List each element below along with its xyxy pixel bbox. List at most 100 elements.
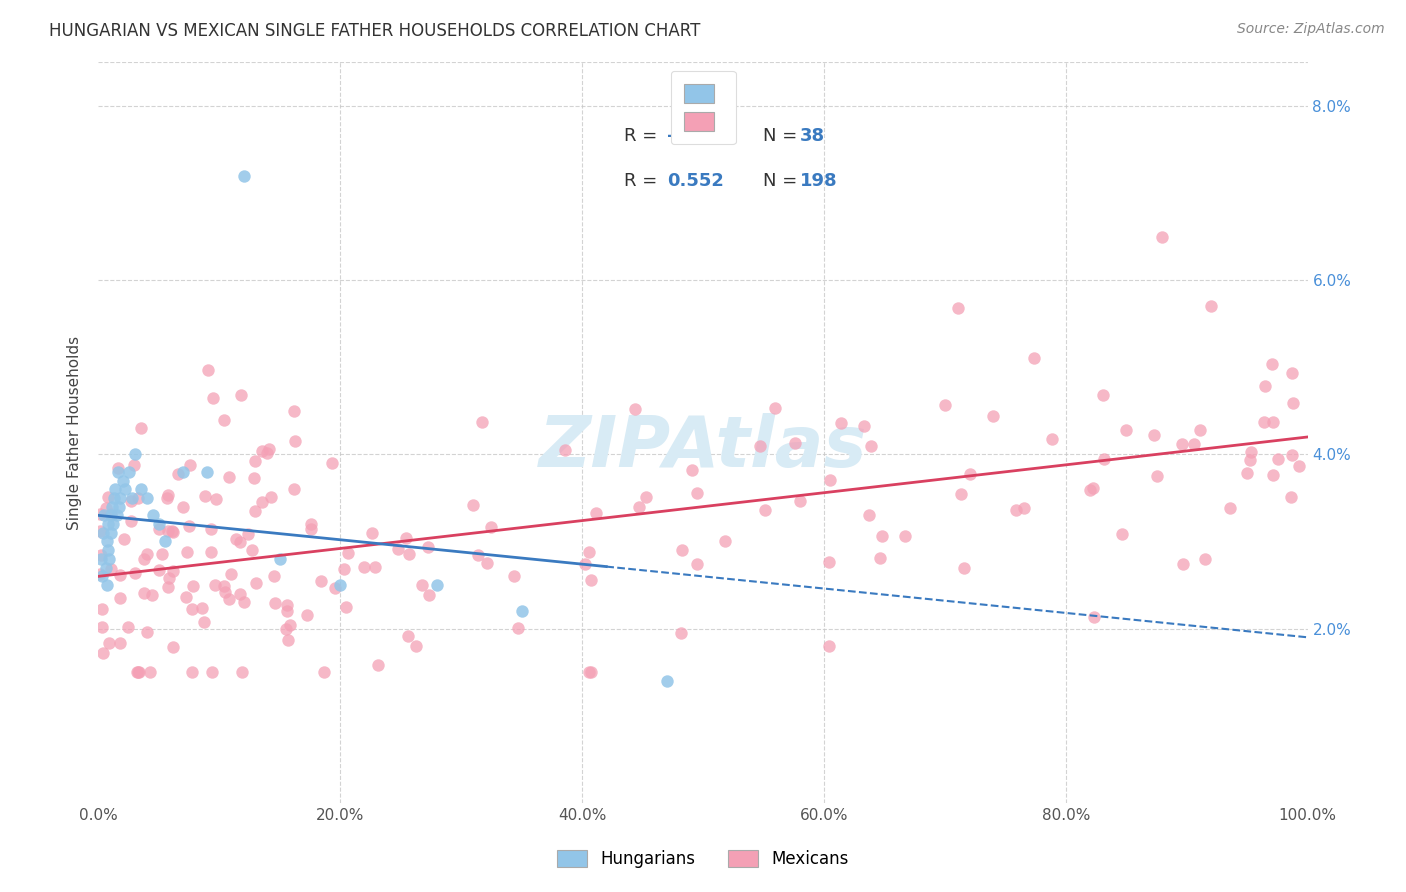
Point [256,446,278,460]
Point [418,588,440,602]
Point [252,444,274,458]
Point [396,629,419,643]
Point [295,608,318,623]
Point [107,465,129,479]
Point [136,624,159,639]
Point [132,586,155,600]
Point [195,465,218,479]
Point [893,529,915,543]
Point [959,467,981,481]
Point [1146,468,1168,483]
Point [108,491,131,505]
Point [212,412,235,426]
Point [260,490,283,504]
Y-axis label: Single Father Households: Single Father Households [67,335,83,530]
Text: R =: R = [624,172,664,190]
Point [100,525,122,540]
Point [96,578,118,592]
Point [148,517,170,532]
Point [1115,423,1137,437]
Point [1005,503,1028,517]
Point [148,563,170,577]
Point [1281,448,1303,462]
Point [127,491,149,505]
Point [1188,423,1211,437]
Point [212,579,235,593]
Point [100,507,122,521]
Point [934,399,956,413]
Text: Source: ZipAtlas.com: Source: ZipAtlas.com [1237,22,1385,37]
Text: 198: 198 [800,172,838,190]
Point [394,531,416,545]
Point [274,622,297,636]
Text: N =: N = [763,172,803,190]
Point [361,525,384,540]
Point [205,492,228,507]
Point [100,562,122,576]
Point [337,546,360,560]
Point [156,580,179,594]
Point [981,409,1004,423]
Point [197,362,219,376]
Point [628,500,651,515]
Point [97,490,120,504]
Point [574,557,596,571]
Point [153,534,176,549]
Point [193,615,215,629]
Point [686,486,709,500]
Point [1261,357,1284,371]
Point [114,482,136,496]
Point [870,529,893,543]
Point [1236,466,1258,480]
Point [202,391,225,405]
Point [250,495,273,509]
Point [229,535,252,549]
Point [91,525,114,540]
Point [120,494,142,508]
Point [585,506,607,520]
Point [240,542,263,557]
Point [578,665,600,680]
Point [229,587,252,601]
Point [90,552,112,566]
Point [121,491,143,505]
Point [276,598,298,612]
Point [510,604,533,618]
Point [218,592,240,607]
Point [269,552,291,566]
Point [257,442,280,456]
Point [1281,366,1303,380]
Point [278,618,301,632]
Point [238,527,260,541]
Point [128,665,150,680]
Point [156,488,179,502]
Point [1194,552,1216,566]
Point [156,524,179,538]
Point [869,551,891,566]
Text: HUNGARIAN VS MEXICAN SINGLE FATHER HOUSEHOLDS CORRELATION CHART: HUNGARIAN VS MEXICAN SINGLE FATHER HOUSE… [49,22,700,40]
Point [1143,427,1166,442]
Text: R =: R = [624,128,664,145]
Point [283,482,305,496]
Point [91,569,114,583]
Point [946,301,969,315]
Point [108,500,131,514]
Point [1261,415,1284,429]
Point [118,465,141,479]
Point [157,571,180,585]
Point [129,482,152,496]
Point [1281,490,1303,504]
Point [579,665,602,680]
Point [214,585,236,599]
Point [142,508,165,523]
Point [181,602,204,616]
Point [1288,459,1310,474]
Point [554,443,576,458]
Point [201,665,224,680]
Point [89,508,111,522]
Point [179,519,201,533]
Point [411,577,433,591]
Point [135,547,157,561]
Point [172,500,194,515]
Point [321,456,343,470]
